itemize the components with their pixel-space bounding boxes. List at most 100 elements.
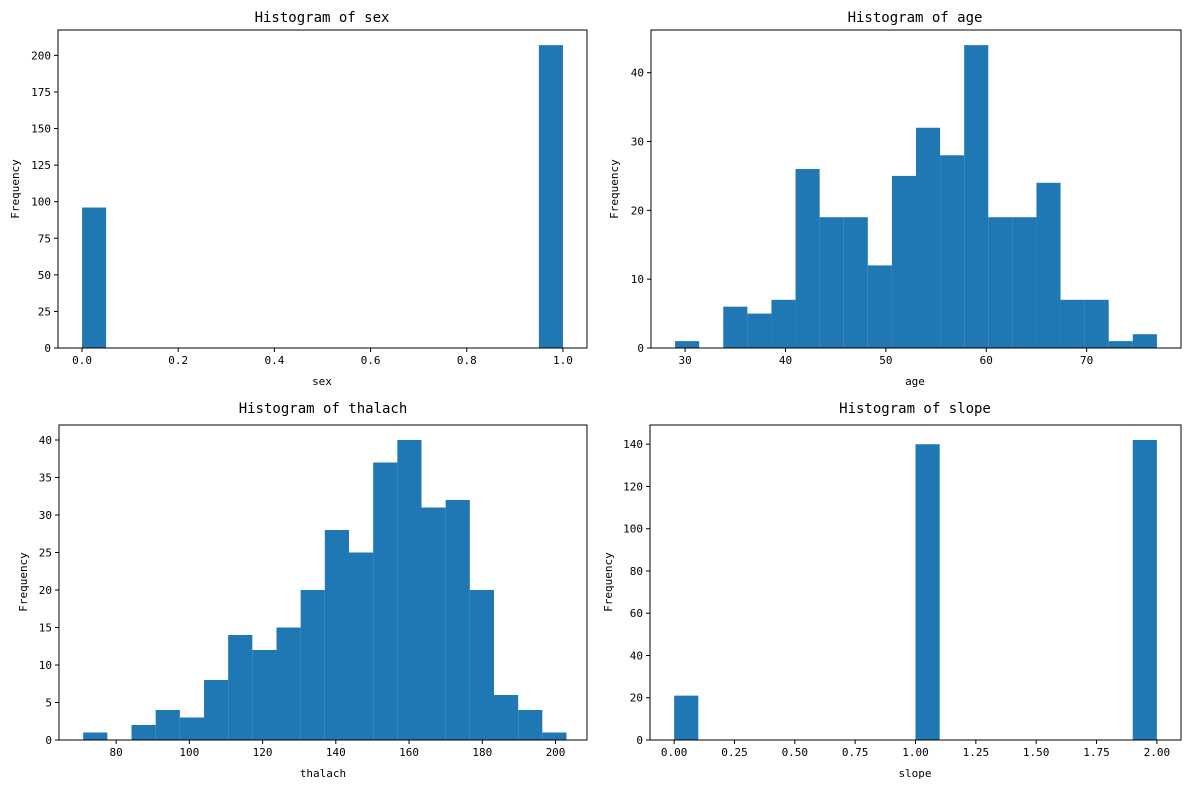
y-tick-label: 150 bbox=[31, 123, 51, 136]
histogram-bar bbox=[940, 155, 965, 348]
histogram-bar bbox=[204, 680, 229, 740]
x-tick-label: 0.75 bbox=[842, 746, 869, 759]
y-tick-label: 125 bbox=[31, 159, 51, 172]
axes-frame bbox=[649, 424, 1182, 741]
x-tick-label: 0.25 bbox=[721, 746, 748, 759]
histogram-bar bbox=[1132, 440, 1157, 740]
x-tick-label: 80 bbox=[109, 746, 122, 759]
histogram-bar bbox=[964, 45, 989, 348]
histogram-bar bbox=[538, 45, 563, 348]
y-tick-label: 25 bbox=[39, 547, 52, 560]
histogram-bar bbox=[1108, 341, 1133, 348]
y-tick-label: 15 bbox=[39, 622, 52, 635]
histogram-bar bbox=[83, 732, 108, 740]
histogram-bar bbox=[916, 127, 941, 349]
x-tick-label: 100 bbox=[179, 746, 199, 759]
x-tick-label: 2.00 bbox=[1144, 746, 1171, 759]
bars bbox=[82, 45, 563, 348]
histogram-bar bbox=[542, 732, 567, 740]
histogram-bar bbox=[843, 217, 868, 348]
axes-frame bbox=[57, 29, 588, 349]
x-tick-label: 140 bbox=[326, 746, 346, 759]
bars bbox=[675, 45, 1157, 349]
x-tick-label: 160 bbox=[399, 746, 419, 759]
x-tick-label: 120 bbox=[253, 746, 273, 759]
y-tick-label: 25 bbox=[38, 305, 51, 318]
y-ticks: 0 10 20 30 40 bbox=[631, 67, 651, 355]
y-tick-label: 175 bbox=[31, 86, 51, 99]
y-tick-label: 40 bbox=[39, 434, 52, 447]
x-tick-label: 60 bbox=[980, 354, 993, 367]
x-ticks: 80 100 120 140 160 180 200 bbox=[109, 740, 565, 759]
histogram-bar bbox=[771, 299, 796, 348]
histogram-bar bbox=[867, 265, 892, 348]
chart-title: Histogram of age bbox=[848, 10, 983, 26]
x-tick-label: 1.0 bbox=[553, 354, 573, 367]
histogram-bar bbox=[1084, 299, 1109, 348]
y-axis-label: Frequency bbox=[608, 159, 621, 219]
y-axis-label: Frequency bbox=[9, 159, 22, 219]
histogram-bar bbox=[988, 217, 1013, 348]
y-tick-label: 0 bbox=[45, 734, 52, 747]
y-tick-label: 20 bbox=[630, 692, 643, 705]
y-tick-label: 5 bbox=[45, 697, 52, 710]
histogram-bar bbox=[276, 627, 301, 740]
y-tick-label: 20 bbox=[631, 204, 644, 217]
histogram-bar bbox=[179, 717, 204, 740]
y-tick-label: 10 bbox=[631, 273, 644, 286]
histogram-bar bbox=[1132, 334, 1157, 348]
y-ticks: 0 20 40 60 80 100 120 140 bbox=[623, 438, 650, 747]
x-tick-label: 1.00 bbox=[902, 746, 929, 759]
y-tick-label: 20 bbox=[39, 584, 52, 597]
x-axis-label: age bbox=[905, 375, 925, 388]
y-tick-label: 50 bbox=[38, 269, 51, 282]
histogram-bar bbox=[795, 169, 820, 348]
x-tick-label: 0.50 bbox=[782, 746, 809, 759]
y-tick-label: 100 bbox=[623, 523, 643, 536]
x-tick-label: 70 bbox=[1080, 354, 1093, 367]
x-tick-label: 40 bbox=[779, 354, 792, 367]
histogram-thalach-panel: Histogram of thalach thalach Frequency 8… bbox=[17, 401, 588, 780]
histogram-bar bbox=[228, 635, 253, 740]
axes-frame bbox=[58, 424, 588, 741]
histogram-bar bbox=[131, 725, 156, 740]
x-tick-label: 200 bbox=[546, 746, 566, 759]
chart-title: Histogram of slope bbox=[839, 401, 991, 417]
chart-title: Histogram of thalach bbox=[239, 401, 408, 417]
x-ticks: 0.00 0.25 0.50 0.75 1.00 1.25 1.50 1.75 2.00 bbox=[661, 740, 1170, 759]
x-tick-label: 0.6 bbox=[361, 354, 381, 367]
x-tick-label: 0.2 bbox=[168, 354, 188, 367]
x-tick-label: 0.4 bbox=[264, 354, 284, 367]
y-tick-label: 60 bbox=[630, 607, 643, 620]
y-ticks: 0 5 10 15 20 25 30 35 40 bbox=[39, 434, 59, 747]
y-tick-label: 75 bbox=[38, 232, 51, 245]
histogram-bar bbox=[1060, 299, 1085, 348]
y-tick-label: 40 bbox=[630, 649, 643, 662]
y-tick-label: 35 bbox=[39, 472, 52, 485]
histogram-bar bbox=[373, 462, 398, 740]
y-tick-label: 30 bbox=[39, 509, 52, 522]
y-tick-label: 100 bbox=[31, 196, 51, 209]
y-tick-label: 0 bbox=[637, 342, 644, 355]
x-ticks: 30 40 50 60 70 bbox=[679, 348, 1093, 367]
histogram-slope-panel: Histogram of slope slope Frequency 0.00 0… bbox=[602, 401, 1182, 780]
y-tick-label: 30 bbox=[631, 136, 644, 149]
y-tick-label: 200 bbox=[31, 49, 51, 62]
y-tick-label: 0 bbox=[636, 734, 643, 747]
histogram-bar bbox=[397, 440, 422, 740]
histogram-bar bbox=[445, 500, 470, 740]
histogram-bar bbox=[747, 313, 772, 348]
axes-frame bbox=[650, 29, 1182, 349]
histogram-bar bbox=[82, 207, 107, 348]
histogram-bar bbox=[915, 444, 940, 740]
x-tick-label: 1.25 bbox=[963, 746, 990, 759]
y-tick-label: 40 bbox=[631, 67, 644, 80]
x-tick-label: 180 bbox=[472, 746, 492, 759]
histogram-bar bbox=[300, 590, 325, 740]
histogram-bar bbox=[421, 507, 446, 740]
x-tick-label: 50 bbox=[879, 354, 892, 367]
y-axis-label: Frequency bbox=[17, 552, 30, 612]
histogram-bar bbox=[1036, 182, 1061, 348]
x-tick-label: 30 bbox=[679, 354, 692, 367]
